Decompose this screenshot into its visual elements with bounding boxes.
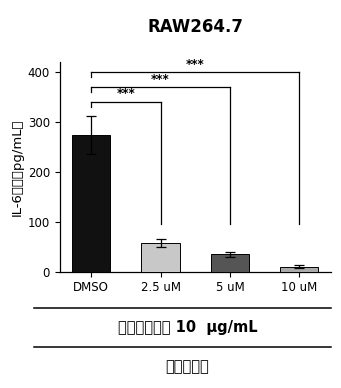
Title: RAW264.7: RAW264.7 — [147, 17, 243, 36]
Bar — [72, 135, 110, 272]
Text: ***: *** — [151, 73, 170, 85]
Bar — [280, 267, 318, 272]
Y-axis label: IL-6浓度（pg/mL）: IL-6浓度（pg/mL） — [11, 118, 24, 216]
Bar — [211, 254, 249, 272]
Bar — [142, 242, 180, 272]
Text: 乙酰紫草素: 乙酰紫草素 — [166, 359, 209, 374]
Text: ***: *** — [116, 87, 135, 100]
Text: 聚肼胞胞苷酸 10  μg/mL: 聚肼胞胞苷酸 10 μg/mL — [118, 320, 257, 335]
Text: ***: *** — [186, 57, 205, 71]
